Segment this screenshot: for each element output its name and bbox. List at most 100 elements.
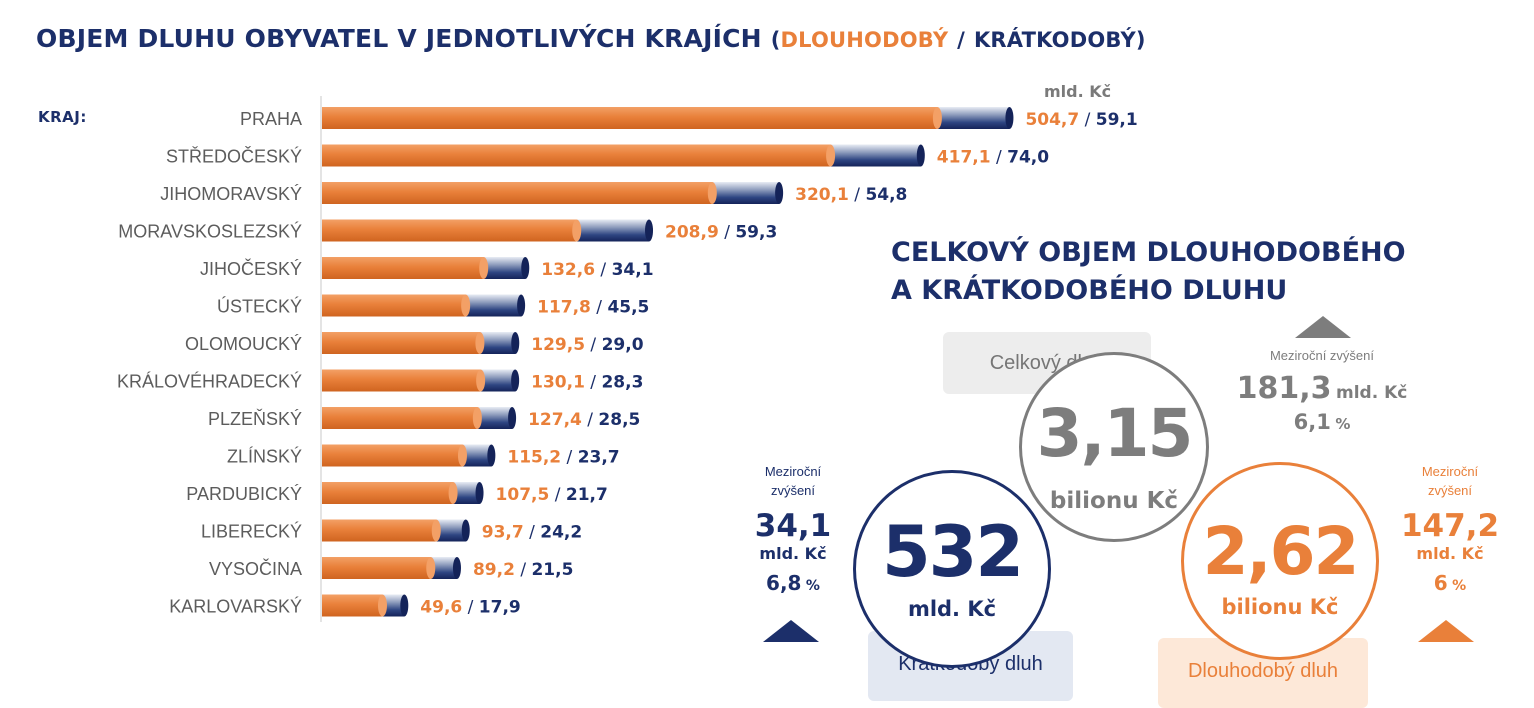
long-yoy-label-1: Meziroční	[1421, 464, 1479, 479]
long-yoy-value: 147,2	[1400, 508, 1500, 544]
category-label: JIHOČESKÝ	[200, 258, 302, 279]
bar-short-term-cap	[511, 369, 520, 392]
bar-long-term	[322, 294, 466, 317]
value-label: 417,1 / 74,0	[937, 148, 1049, 168]
short-yoy-unit: mld. Kč	[759, 544, 827, 563]
title-short-label: KRÁTKODOBÝ	[973, 28, 1136, 52]
bar-chart: PRAHA 504,7 / 59,1 STŘEDOČESKÝ 417,1 / 74,0…	[117, 96, 1138, 622]
long-yoy-unit: mld. Kč	[1416, 544, 1484, 563]
bar-short-term-cap	[916, 144, 925, 167]
bar-short-term-cap	[487, 444, 496, 467]
long-yoy-arrow-icon	[1418, 620, 1474, 642]
bar-long-term-cap	[475, 332, 485, 354]
long-debt-unit: bilionu Kč	[1221, 595, 1339, 619]
short-yoy-label-2: zvýšení	[770, 483, 816, 498]
unit-label: mld. Kč	[1044, 82, 1112, 101]
total-yoy: Meziroční zvýšení 181,3 mld. Kč 6,1 %	[1232, 346, 1412, 434]
bar-long-term	[322, 519, 437, 542]
bar-long-term-cap	[472, 407, 482, 429]
short-yoy: Meziroční zvýšení 34,1 mld. Kč 6,8 %	[738, 462, 848, 595]
total-debt-value: 3,15	[1036, 395, 1194, 472]
category-label: ZLÍNSKÝ	[227, 447, 302, 467]
category-label: STŘEDOČESKÝ	[166, 146, 302, 167]
category-label: PRAHA	[240, 109, 302, 129]
long-yoy-pct: 6	[1433, 571, 1448, 595]
category-label: KARLOVARSKÝ	[169, 597, 302, 617]
bar-long-term-cap	[457, 444, 467, 467]
title-long-label: DLOUHODOBÝ	[780, 28, 949, 52]
bar-short-term	[479, 257, 526, 279]
bar-long-term-cap	[461, 294, 471, 317]
bar-short-term	[475, 332, 516, 354]
long-debt-value: 2,62	[1202, 513, 1360, 590]
title-slash: /	[957, 28, 966, 52]
value-label: 132,6 / 34,1	[541, 260, 653, 280]
bar-long-term	[322, 444, 463, 467]
kraj-label: KRAJ:	[38, 108, 87, 126]
value-label: 129,5 / 29,0	[531, 335, 643, 355]
bar-long-term-cap	[426, 557, 436, 579]
bar-long-term	[322, 482, 454, 504]
value-label: 320,1 / 54,8	[795, 185, 907, 205]
category-label: MORAVSKOSLEZSKÝ	[118, 222, 302, 242]
short-debt-value: 532	[881, 511, 1024, 593]
summary-title-line2: A KRÁTKODOBÉHO DLUHU	[891, 275, 1288, 306]
bar-short-term	[461, 294, 522, 317]
bar-short-term-cap	[452, 557, 461, 579]
total-yoy-pct: 6,1	[1293, 410, 1331, 434]
bar-short-term-cap	[645, 219, 654, 242]
value-label: 127,4 / 28,5	[528, 410, 640, 430]
bar-short-term	[458, 444, 492, 467]
bar-short-term	[572, 219, 650, 242]
total-yoy-value: 181,3	[1236, 371, 1332, 406]
category-label: PLZEŇSKÝ	[208, 409, 302, 429]
category-label: VYSOČINA	[209, 558, 302, 579]
total-yoy-pct-sign: %	[1335, 415, 1351, 433]
bar-short-term	[432, 519, 466, 542]
bar-short-term-cap	[461, 519, 470, 542]
category-label: LIBERECKÝ	[201, 522, 302, 542]
value-label: 130,1 / 28,3	[531, 373, 643, 393]
bar-long-term	[322, 332, 480, 354]
long-yoy-label-2: zvýšení	[1427, 483, 1473, 498]
bar-short-term-cap	[521, 257, 530, 279]
value-label: 504,7 / 59,1	[1025, 110, 1137, 130]
bar-long-term	[322, 369, 481, 392]
bar-short-term	[473, 407, 513, 429]
total-debt-circle: 3,15 bilionu Kč	[1019, 352, 1209, 542]
title-close-paren: )	[1135, 28, 1146, 52]
bar-long-term-cap	[479, 257, 489, 279]
value-label: 93,7 / 24,2	[482, 523, 582, 543]
summary-title: CELKOVÝ OBJEM DLOUHODOBÉHO A KRÁTKODOBÉH…	[891, 234, 1406, 310]
bar-short-term	[933, 107, 1010, 129]
bar-long-term	[322, 144, 831, 167]
bar-short-term-cap	[400, 594, 409, 617]
bar-long-term-cap	[448, 482, 458, 504]
bar-long-term-cap	[431, 519, 441, 542]
category-label: JIHOMORAVSKÝ	[160, 184, 302, 204]
category-label: PARDUBICKÝ	[186, 484, 302, 504]
title-open-paren: (	[770, 28, 781, 52]
value-label: 117,8 / 45,5	[537, 298, 649, 318]
bar-short-term-cap	[511, 332, 520, 354]
bar-long-term-cap	[707, 182, 717, 204]
bar-short-term-cap	[775, 182, 784, 204]
short-yoy-label-1: Meziroční	[764, 464, 822, 479]
short-yoy-pct-sign: %	[805, 578, 820, 594]
bar-long-term	[322, 219, 577, 242]
category-label: KRÁLOVÉHRADECKÝ	[117, 372, 302, 392]
bar-long-term-cap	[826, 144, 836, 167]
bar-long-term	[322, 557, 431, 579]
bar-short-term	[826, 144, 921, 167]
short-yoy-arrow-icon	[763, 620, 819, 642]
bar-short-term-cap	[1005, 107, 1014, 129]
short-debt-unit: mld. Kč	[907, 597, 997, 621]
category-label: OLOMOUCKÝ	[185, 334, 302, 354]
long-yoy-pct-sign: %	[1452, 578, 1467, 594]
long-debt-circle: 2,62 bilionu Kč	[1181, 462, 1379, 660]
value-label: 89,2 / 21,5	[473, 560, 573, 580]
bar-short-term	[708, 182, 780, 204]
summary-title-line1: CELKOVÝ OBJEM DLOUHODOBÉHO	[891, 237, 1406, 268]
value-label: 208,9 / 59,3	[665, 223, 777, 243]
value-label: 115,2 / 23,7	[507, 448, 619, 468]
